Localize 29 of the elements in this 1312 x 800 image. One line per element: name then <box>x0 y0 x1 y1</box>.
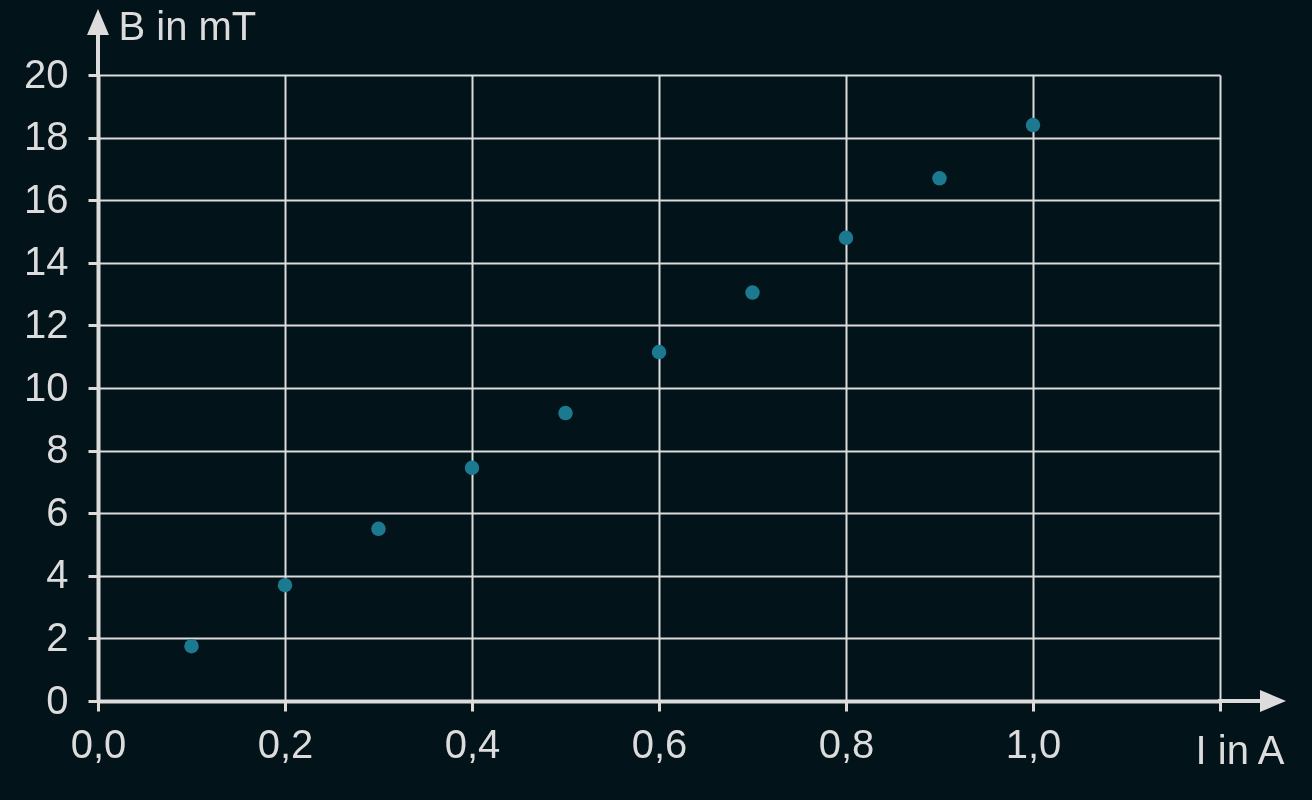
y-tick-label: 0 <box>46 677 69 722</box>
y-tick-label: 6 <box>46 489 69 534</box>
x-axis-title: I in A <box>1195 727 1285 772</box>
x-tick-label: 0,8 <box>818 721 875 766</box>
point <box>277 577 293 593</box>
y-tick-label: 12 <box>24 301 69 346</box>
x-tick-label: 0,6 <box>631 721 688 766</box>
point <box>558 405 573 421</box>
y-tick-label: 18 <box>24 114 69 159</box>
x-tick-label: 0,4 <box>444 721 501 766</box>
point <box>745 285 760 300</box>
point <box>932 171 947 186</box>
y-tick-label: 10 <box>24 364 69 409</box>
x-tick-label: 0,2 <box>257 721 314 766</box>
y-tick-label: 16 <box>24 176 69 221</box>
point <box>651 344 667 360</box>
y-tick-label: 4 <box>46 552 69 597</box>
point <box>1025 117 1041 133</box>
y-tick-label: 2 <box>46 614 69 659</box>
point <box>371 521 386 537</box>
x-tick-label: 0,0 <box>70 721 127 766</box>
y-tick-label: 14 <box>24 239 69 284</box>
point <box>838 230 854 245</box>
x-tick-label: 1,0 <box>1005 721 1062 766</box>
point <box>464 460 480 476</box>
y-axis-title: B in mT <box>118 3 257 48</box>
y-tick-label: 8 <box>46 427 69 472</box>
y-tick-label: 20 <box>24 51 69 96</box>
point <box>184 638 199 654</box>
